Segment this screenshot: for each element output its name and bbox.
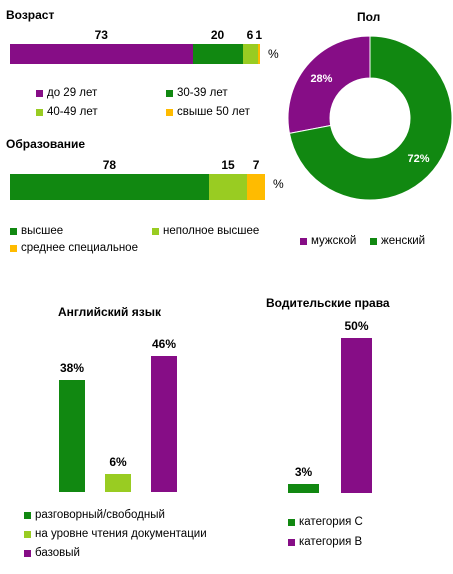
donut-slice	[287, 35, 371, 134]
legend-item: 30-39 лет	[166, 87, 228, 99]
donut-slice-label: 72%	[408, 153, 430, 165]
bar	[105, 474, 131, 492]
legend-swatch	[300, 237, 307, 245]
legend-swatch	[24, 530, 31, 538]
legend-label: высшее	[21, 225, 64, 237]
legend-label: до 29 лет	[47, 87, 98, 99]
age-chart-title: Возраст	[6, 8, 55, 22]
bar-value-label: 73	[94, 28, 108, 42]
legend-swatch	[24, 549, 31, 557]
bar	[59, 379, 85, 492]
bar	[151, 356, 177, 492]
bar-value-label: 6%	[109, 455, 127, 470]
stacked-bar-segment	[208, 174, 248, 200]
legend-swatch	[288, 538, 295, 546]
bar-value-label: 6	[246, 28, 254, 42]
legend-label: неполное высшее	[163, 225, 260, 237]
legend-item: высшее	[10, 225, 63, 237]
legend-item: базовый	[24, 547, 80, 559]
legend-item: мужской	[300, 235, 356, 247]
legend-label: 30-39 лет	[177, 87, 228, 99]
legend-item: неполное высшее	[152, 225, 259, 237]
legend-swatch	[36, 108, 43, 116]
donut-slice-label: 28%	[310, 73, 332, 85]
stacked-bar-segment	[242, 44, 258, 64]
legend-swatch	[152, 227, 159, 235]
legend-swatch	[166, 108, 173, 116]
legend-item: на уровне чтения документации	[24, 528, 207, 540]
legend-swatch	[10, 227, 17, 235]
legend-label: женский	[381, 235, 426, 247]
unit-label: %	[273, 177, 284, 191]
legend-item: среднее специальное	[10, 242, 138, 254]
legend-item: категория С	[288, 516, 363, 528]
bar-value-label: 46%	[151, 337, 177, 351]
stacked-bar-segment	[192, 44, 243, 64]
english-chart-title: Английский язык	[58, 305, 161, 319]
stacked-bar-segment	[247, 174, 265, 200]
bar	[341, 338, 372, 493]
bar	[288, 483, 319, 493]
bar-value-label: 78	[102, 158, 117, 172]
legend-label: мужской	[311, 235, 357, 247]
donut-slice	[288, 35, 453, 201]
bar-value-label: 3%	[294, 464, 313, 479]
gender-chart-title: Пол	[357, 10, 381, 24]
legend-label: категория С	[299, 516, 363, 528]
legend-swatch	[166, 89, 173, 97]
legend-label: разговорный/свободный	[35, 509, 165, 521]
legend-label: на уровне чтения документации	[35, 528, 207, 540]
bar-value-label: 38%	[59, 360, 85, 375]
legend-label: категория В	[299, 536, 363, 548]
legend-swatch	[10, 244, 17, 252]
license-chart-title: Водительские права	[266, 296, 390, 310]
legend-swatch	[370, 237, 377, 245]
legend-item: до 29 лет	[36, 87, 97, 99]
bar-value-label: 7	[252, 158, 260, 172]
stacked-bar-segment	[10, 174, 209, 200]
stacked-bar-segment	[10, 44, 193, 64]
legend-swatch	[288, 518, 295, 526]
legend-swatch	[24, 511, 31, 519]
legend-item: 40-49 лет	[36, 106, 98, 118]
legend-item: женский	[370, 235, 425, 247]
legend-label: среднее специальное	[21, 242, 138, 254]
education-chart-title: Образование	[6, 137, 86, 151]
unit-label: %	[268, 47, 279, 61]
bar-value-label: 50%	[344, 319, 369, 333]
legend-item: разговорный/свободный	[24, 509, 165, 521]
legend-item: категория В	[288, 536, 362, 548]
legend-item: свыше 50 лет	[166, 106, 250, 118]
bar-value-label: 20	[210, 28, 225, 42]
stacked-bar-segment	[257, 44, 260, 64]
legend-swatch	[36, 89, 43, 97]
legend-label: 40-49 лет	[47, 106, 98, 118]
legend-label: базовый	[35, 547, 80, 559]
legend-label: свыше 50 лет	[177, 106, 250, 118]
bar-value-label: 1	[255, 28, 263, 42]
bar-value-label: 15	[221, 158, 235, 172]
